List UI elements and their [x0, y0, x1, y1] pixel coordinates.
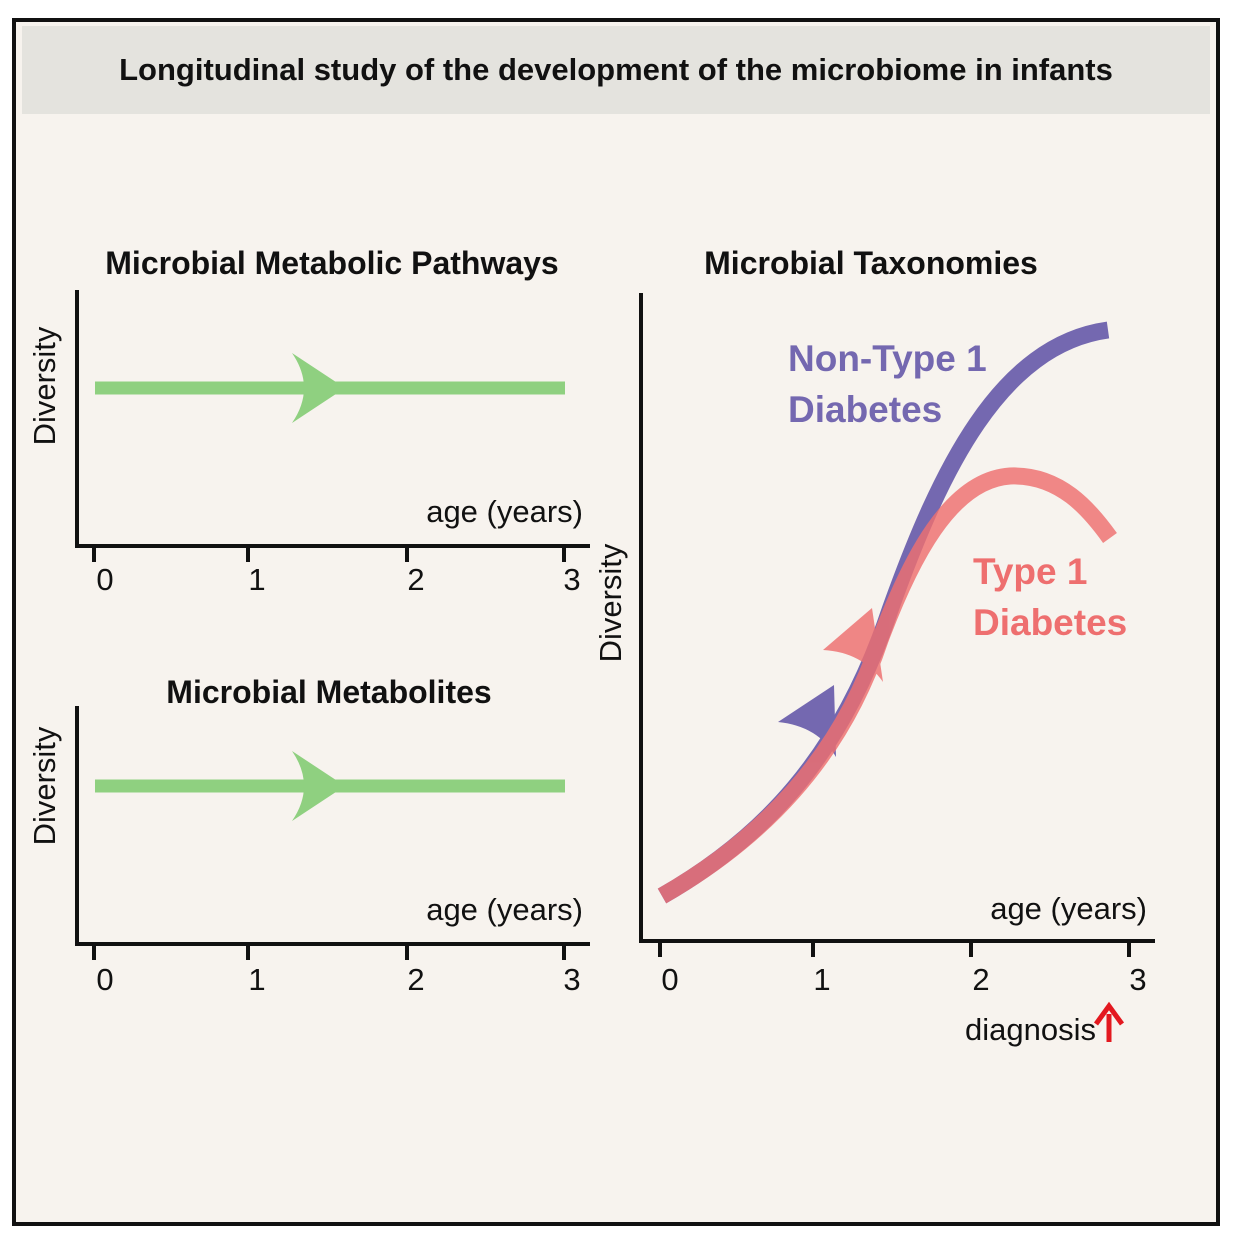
x-tick-label: 2 — [407, 962, 424, 997]
trend-arrowhead-icon — [292, 353, 345, 423]
x-tick-label: 1 — [813, 962, 830, 997]
trend-arrowhead-icon — [292, 751, 345, 821]
x-tick-label: 1 — [248, 962, 265, 997]
panel-taxonomies-title: Microbial Taxonomies — [704, 245, 1038, 281]
panel-pathways-title: Microbial Metabolic Pathways — [105, 245, 558, 281]
x-tick-label: 0 — [661, 962, 678, 997]
type1-label-line2: Diabetes — [973, 602, 1127, 643]
y-axis-label: Diversity — [593, 543, 628, 662]
type1-arrowhead-icon — [823, 608, 883, 682]
figure-title: Longitudinal study of the development of… — [119, 52, 1113, 87]
x-ticks — [92, 946, 566, 960]
type1-label-line1: Type 1 — [973, 551, 1087, 592]
x-axis-label: age (years) — [426, 494, 583, 529]
x-tick-label: 0 — [96, 562, 113, 597]
panel-taxonomies: Microbial Taxonomies 0 1 2 3 age (years)… — [593, 245, 1155, 1047]
panel-metabolites-title: Microbial Metabolites — [166, 674, 491, 710]
non-type1-arrowhead-icon — [778, 685, 836, 757]
x-tick-label: 3 — [563, 562, 580, 597]
type1-diabetes-group — [657, 467, 1117, 904]
x-tick-label: 2 — [407, 562, 424, 597]
panel-metabolites: Microbial Metabolites 0 1 2 3 age (years… — [27, 674, 590, 997]
x-axis-label: age (years) — [990, 891, 1147, 926]
title-banner: Longitudinal study of the development of… — [22, 26, 1210, 114]
x-ticks — [658, 943, 1131, 957]
diagnosis-label: diagnosis — [965, 1012, 1096, 1047]
non-type1-label-line2: Diabetes — [788, 389, 942, 430]
x-axis-label: age (years) — [426, 892, 583, 927]
type1-diabetes-curve — [657, 467, 1117, 904]
x-tick-label: 2 — [972, 962, 989, 997]
figure-frame: Longitudinal study of the development of… — [12, 18, 1220, 1226]
x-tick-label: 1 — [248, 562, 265, 597]
panel-pathways: Microbial Metabolic Pathways 0 1 2 3 age… — [27, 245, 590, 597]
x-tick-label: 3 — [563, 962, 580, 997]
red-up-arrow-icon — [1093, 1001, 1125, 1042]
x-tick-label: 3 — [1129, 962, 1146, 997]
y-axis-label: Diversity — [27, 326, 62, 445]
non-type1-label-line1: Non-Type 1 — [788, 338, 987, 379]
x-ticks — [92, 548, 566, 562]
x-tick-label: 0 — [96, 962, 113, 997]
y-axis-label: Diversity — [27, 726, 62, 845]
